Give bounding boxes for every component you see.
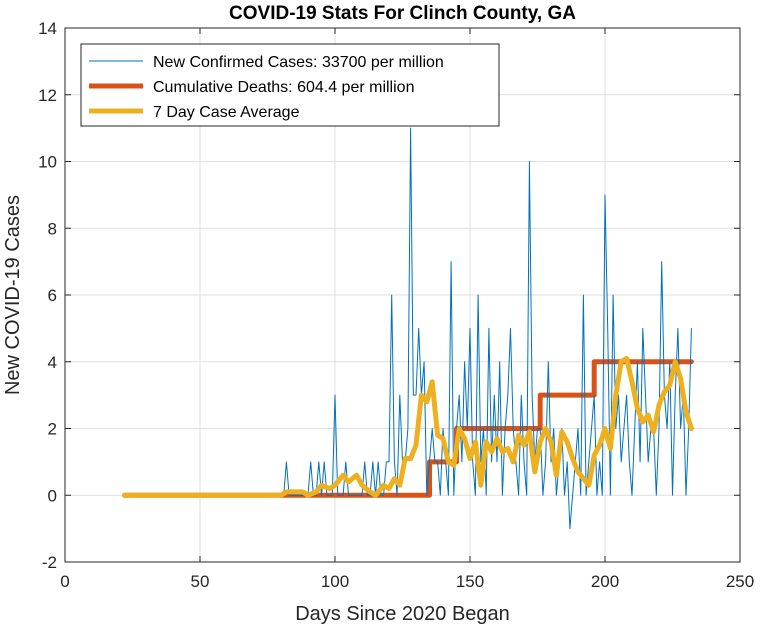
series-7-day-average-line: [121, 355, 694, 498]
x-tick-label: 200: [591, 572, 619, 591]
legend-entry-new-cases: New Confirmed Cases: 33700 per million: [153, 54, 444, 71]
series-layer: [121, 127, 694, 530]
y-tick-label: 4: [48, 353, 57, 372]
y-tick-label: 8: [48, 219, 57, 238]
legend-entry-7-day-average: 7 Day Case Average: [153, 104, 300, 121]
x-axis-label: Days Since 2020 Began: [295, 603, 510, 625]
x-tick-label: 150: [456, 572, 484, 591]
y-tick-label: 2: [48, 420, 57, 439]
y-tick-label: 10: [38, 153, 57, 172]
legend-box: [80, 43, 500, 127]
y-tick-label: -2: [42, 553, 57, 572]
legend-entry-cumulative-deaths: Cumulative Deaths: 604.4 per million: [153, 79, 414, 96]
y-tick-label: 6: [48, 286, 57, 305]
y-tick-label: 14: [38, 19, 57, 38]
y-tick-label: 0: [48, 486, 57, 505]
x-tick-label: 50: [191, 572, 210, 591]
chart-title: COVID-19 Stats For Clinch County, GA: [229, 3, 576, 24]
x-tick-label: 250: [726, 572, 754, 591]
x-tick-label: 0: [60, 572, 69, 591]
x-tick-label: 100: [321, 572, 349, 591]
y-tick-label: 12: [38, 86, 57, 105]
y-axis-label: New COVID-19 Cases: [2, 195, 24, 395]
legend: New Confirmed Cases: 33700 per million C…: [80, 43, 500, 127]
